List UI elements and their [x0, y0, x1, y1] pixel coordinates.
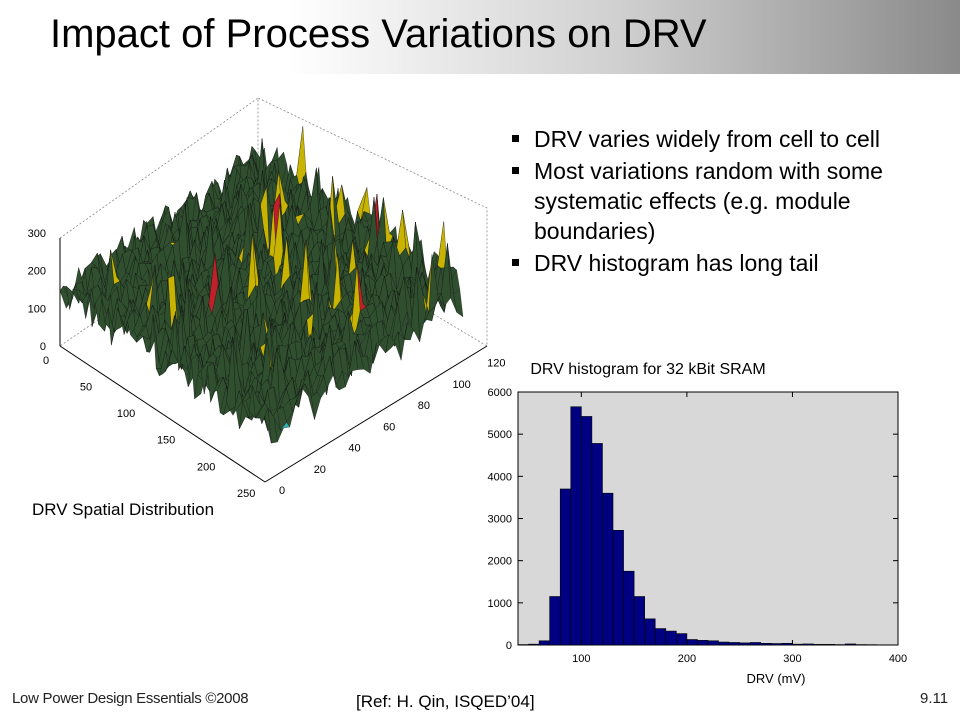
y-tick-label: 20: [314, 464, 326, 476]
histogram-bar: [771, 643, 783, 646]
y-tick-label: 4000: [488, 471, 512, 483]
histogram-bar: [749, 642, 762, 646]
footer-reference: [Ref: H. Qin, ISQED’04]: [356, 692, 535, 711]
page-number: 9.11: [920, 690, 949, 707]
histogram-bar: [844, 643, 857, 646]
histogram-bar: [707, 640, 719, 646]
surface-facet: [396, 210, 406, 256]
y-tick-label: 3000: [488, 514, 512, 526]
histogram-bar: [581, 416, 593, 646]
histogram-bar: [665, 630, 677, 646]
square-bullet-icon: [512, 135, 519, 142]
bullet-text: DRV histogram has long tail: [534, 250, 819, 276]
square-bullet-icon: [512, 259, 519, 266]
histogram-bar: [612, 530, 624, 646]
bullet-list: DRV varies widely from cell to cell Most…: [512, 124, 912, 280]
title-band: [0, 0, 960, 74]
histogram-bar: [538, 640, 550, 646]
spatial-caption: DRV Spatial Distribution: [32, 500, 215, 519]
x-tick-label: 300: [783, 653, 801, 665]
histogram-bar: [591, 443, 603, 646]
y-tick-label: 5000: [488, 429, 512, 441]
histogram-bar: [570, 406, 582, 646]
histogram-bar: [559, 488, 572, 646]
histogram-bar: [728, 642, 740, 646]
histogram-bar: [644, 618, 656, 646]
histogram-bar: [686, 639, 698, 646]
x-tick-label: 400: [889, 653, 907, 665]
histogram-bar: [697, 640, 709, 646]
histogram-bar: [718, 641, 730, 646]
histogram-bar: [549, 596, 561, 646]
x-axis-label: DRV (mV): [747, 671, 806, 686]
y-tick-label: 60: [383, 421, 395, 433]
y-tick-label: 100: [452, 379, 470, 391]
x-tick-label: 100: [572, 653, 590, 665]
x-tick-label: 0: [43, 355, 49, 367]
histogram-title: DRV histogram for 32 kBit SRAM: [530, 361, 765, 378]
histogram-bar: [602, 492, 614, 646]
z-tick-label: 0: [40, 341, 46, 353]
x-tick-label: 250: [237, 488, 255, 500]
histogram-bar: [813, 644, 825, 646]
histogram-bar: [823, 644, 835, 646]
bullet-text: Most variations random with some systema…: [534, 158, 883, 244]
histogram-bar: [654, 628, 667, 646]
histogram-bar: [676, 633, 688, 646]
slide-title: Impact of Process Variations on DRV: [50, 12, 707, 56]
z-tick-label: 200: [28, 266, 46, 278]
y-tick-label: 2000: [488, 556, 512, 568]
histogram-bar: [802, 643, 814, 646]
histogram-chart: DRV histogram for 32 kBit SRAM 0 1000 2000 3…: [488, 361, 908, 686]
y-tick-label: 0: [279, 485, 285, 497]
y-tick-label: 80: [418, 400, 430, 412]
x-tick-label: 200: [678, 653, 696, 665]
y-tick-label: 6000: [488, 387, 512, 399]
y-tick-label: 40: [348, 443, 360, 455]
surface-facet: [261, 408, 272, 444]
bullet-item: Most variations random with some systema…: [512, 156, 912, 246]
x-tick-label: 100: [117, 408, 135, 420]
surface-plot: 0 100 200 300 0 50 100 150 200 250 0 20 40 60 80 100 120: [28, 97, 505, 500]
bullet-item: DRV varies widely from cell to cell: [512, 124, 912, 154]
bullet-item: DRV histogram has long tail: [512, 248, 912, 278]
x-axis-line: [59, 345, 266, 483]
z-tick-label: 100: [28, 303, 46, 315]
histogram-bar: [781, 643, 793, 646]
z-tick-label: 300: [28, 228, 46, 240]
histogram-bar: [528, 643, 540, 646]
histogram-bar: [739, 642, 751, 646]
histogram-bar: [760, 643, 772, 646]
x-tick-label: 200: [197, 461, 215, 473]
x-tick-label: 50: [80, 382, 92, 394]
histogram-bar: [633, 596, 645, 646]
footer-course: Low Power Design Essentials ©2008: [12, 690, 249, 707]
x-tick-label: 150: [157, 435, 175, 447]
y-tick-label: 120: [487, 358, 505, 370]
square-bullet-icon: [512, 167, 519, 174]
histogram-bar: [792, 643, 804, 646]
histogram-bar: [623, 570, 635, 646]
y-axis-line: [264, 345, 488, 483]
y-tick-label: 0: [506, 640, 512, 652]
bullet-text: DRV varies widely from cell to cell: [534, 126, 880, 152]
y-tick-label: 1000: [488, 598, 512, 610]
